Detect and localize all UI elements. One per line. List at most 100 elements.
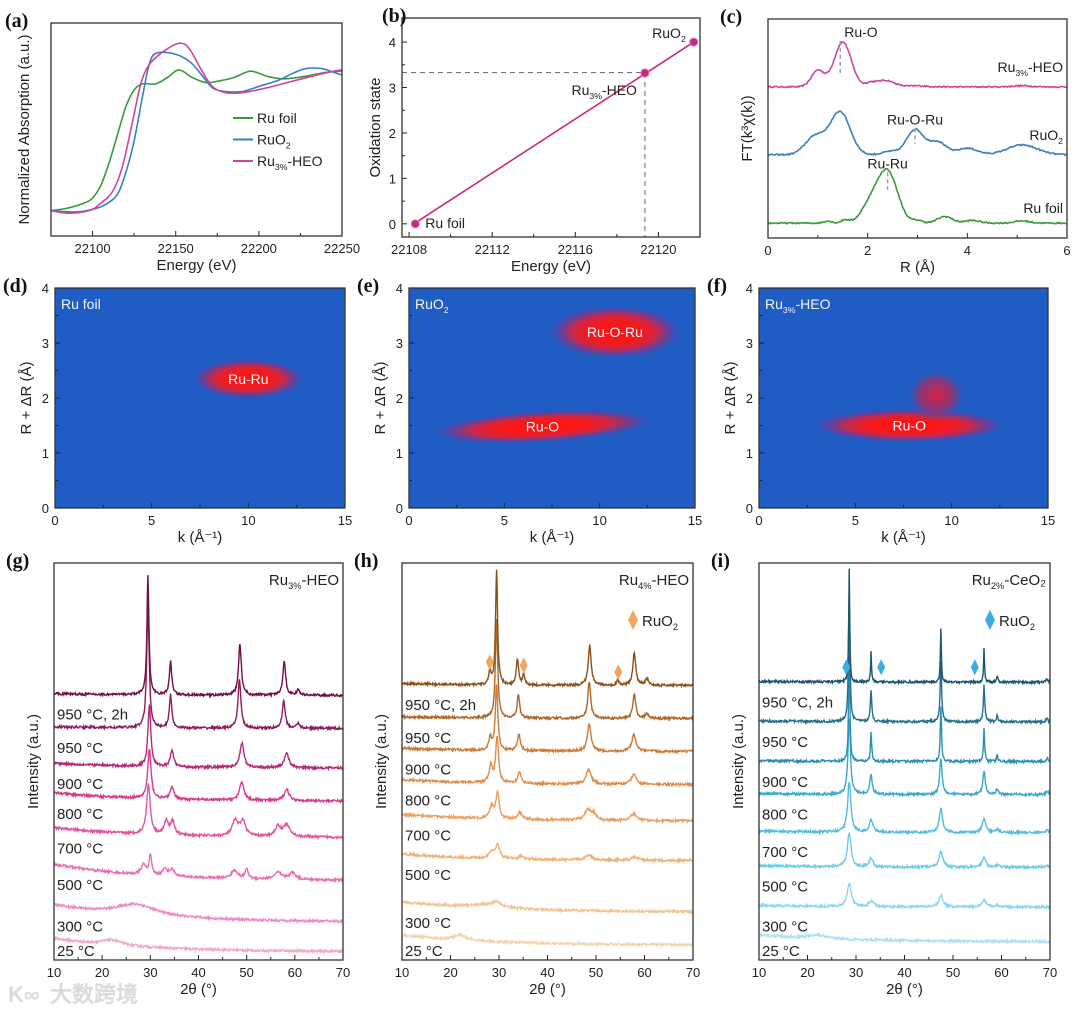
xrd-pattern (402, 899, 693, 916)
x-tick-label: 10 (47, 965, 61, 980)
y-axis-label: R + ΔR (Å) (18, 362, 35, 435)
data-point (640, 68, 650, 78)
sample-name-post: -CeO₂ (1004, 572, 1046, 589)
x-tick-label: 15 (688, 513, 702, 528)
x-axis-label: 2θ (°) (180, 981, 217, 998)
x-tick-label: 15 (1041, 513, 1055, 528)
intensity-blob (809, 407, 1010, 444)
xrd-pattern (402, 684, 693, 755)
temperature-label: 700 °C (405, 827, 451, 844)
series-label-post: -HEO (1028, 59, 1063, 75)
x-tick-label: 0 (755, 513, 762, 528)
intensity-blob (905, 367, 968, 423)
temperature-label: 300 °C (405, 915, 451, 932)
temperature-label: 900 °C (762, 774, 808, 791)
panel-f: Ru-O Ru3%-HEO 0 5 10 15 0 1 2 3 4 k (Å⁻¹) R + ΔR (Å)… (707, 275, 1055, 546)
sample-name-pre: Ru (269, 572, 288, 589)
xrd-pattern (54, 748, 343, 805)
x-tick-label: 22108 (391, 242, 427, 257)
xrd-pattern (54, 601, 343, 732)
temperature-label: 700 °C (57, 841, 103, 858)
series-label-pre: Ru foil (1023, 200, 1063, 216)
xrd-pattern (759, 931, 1050, 946)
plot-frame (408, 287, 696, 509)
x-tick-label: 22250 (324, 241, 360, 256)
panel-label: (f) (707, 275, 727, 297)
ruo2-diamond-marker (485, 654, 494, 671)
legend-label-pre: RuO (642, 613, 673, 630)
blob-label: Ru-O (893, 418, 927, 434)
sample-name-pre: Ru (972, 572, 991, 589)
x-tick-label: 0 (405, 513, 412, 528)
x-tick-label: 10 (592, 513, 606, 528)
temperature-label: 900 °C (57, 776, 103, 793)
x-tick-label: 10 (752, 965, 766, 980)
panel-label: (h) (354, 550, 378, 572)
x-axis-label: k (Å⁻¹) (178, 529, 223, 546)
x-tick-label: 5 (501, 513, 508, 528)
x-tick-label: 10 (944, 513, 958, 528)
point-label-pre: RuO (652, 25, 681, 41)
sample-name-pre: Ru (619, 572, 638, 589)
data-point (689, 37, 699, 47)
point-label-pre: Ru (571, 82, 589, 98)
y-tick-label: 0 (746, 501, 753, 516)
sample-name-post: -HEO (652, 572, 690, 589)
intensity-blob (190, 357, 307, 400)
legend-label-pre: Ru foil (257, 110, 297, 126)
panel-a: Ru foil RuO2 Ru3%-HEO 22100 22150 22200 22250 E… (5, 10, 360, 274)
legend-label-pre: Ru (257, 153, 275, 169)
y-tick-label: 3 (396, 336, 403, 351)
x-tick-label: 40 (897, 965, 911, 980)
sample-name: RuO2 (415, 296, 449, 315)
y-tick-label: 3 (389, 81, 396, 96)
plot-frame (54, 287, 346, 509)
panel-h: 25 °C 300 °C 500 °C 700 °C 800 °C 900 °C 950 °… (354, 550, 700, 998)
temperature-label: 500 °C (57, 877, 103, 894)
x-tick-label: 2 (864, 243, 871, 258)
x-tick-label: 0 (764, 243, 771, 258)
y-axis-label: R + ΔR (Å) (372, 362, 389, 435)
ruo2-diamond-marker (842, 659, 851, 676)
temperature-label: 800 °C (405, 793, 451, 810)
y-tick-label: 2 (396, 391, 403, 406)
x-axis-label: R (Å) (900, 259, 935, 276)
y-tick-label: 4 (389, 35, 396, 50)
ruo2-diamond-marker (614, 664, 623, 681)
x-tick-label: 60 (288, 965, 302, 980)
series-label: RuO2 (1029, 127, 1063, 146)
sample-name: Ru3%-HEO (765, 296, 831, 315)
plot-frame (401, 17, 701, 238)
x-tick-label: 6 (1063, 243, 1070, 258)
plot-area (759, 288, 1048, 508)
temperature-label: 500 °C (405, 867, 451, 884)
series-line (768, 167, 1067, 225)
point-label-sub: 2 (681, 34, 686, 44)
x-tick-label: 20 (800, 965, 814, 980)
x-tick-label: 30 (492, 965, 506, 980)
sample-name-post: -HEO (302, 572, 340, 589)
legend-label-sub: 2 (286, 141, 291, 151)
x-axis-label: k (Å⁻¹) (530, 529, 575, 546)
legend-label-pre: RuO (999, 613, 1030, 630)
series-label: Ru3%-HEO (998, 59, 1064, 78)
legend-label: RuO2 (642, 613, 678, 632)
plot-frame (767, 18, 1068, 239)
panel-label: (i) (711, 550, 730, 572)
plot-area (402, 569, 693, 948)
x-tick-label: 50 (239, 965, 253, 980)
point-label: RuO2 (652, 25, 686, 44)
y-tick-label: 0 (389, 217, 396, 232)
y-tick-label: 3 (746, 336, 753, 351)
y-axis-label: Intensity (a.u.) (25, 714, 42, 809)
x-tick-label: 22112 (475, 242, 510, 257)
plot-area (51, 42, 342, 215)
sample-name-sub: 3% (783, 305, 796, 315)
point-label: Ru3%-HEO (571, 82, 637, 101)
x-tick-label: 20 (443, 965, 457, 980)
xrd-pattern (54, 900, 343, 925)
x-tick-label: 40 (191, 965, 205, 980)
watermark: K∞ 大数跨境 (8, 982, 138, 1007)
